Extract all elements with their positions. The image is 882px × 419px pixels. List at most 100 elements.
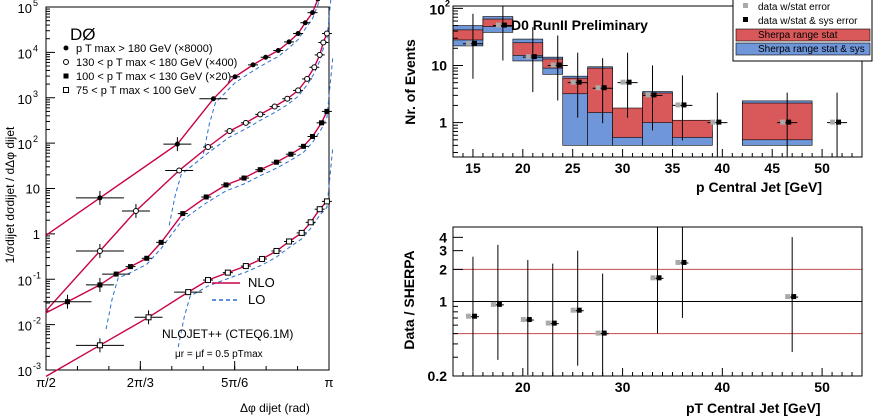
top-data-point-sys [836, 119, 842, 125]
bottom-x-tick-label: 50 [814, 379, 830, 395]
top-legend-marker [743, 17, 748, 22]
left-annotation-line-2: μr = μf = 0.5 pTmax [175, 349, 263, 360]
left-data-point [113, 271, 119, 277]
left-data-point [180, 211, 186, 217]
top-y-tick-label: 10 [429, 1, 445, 17]
top-data-point-stat [710, 119, 716, 125]
left-data-point [64, 299, 70, 305]
left-data-point [210, 96, 216, 102]
left-data-point [309, 10, 315, 16]
bottom-x-tick-label: 30 [615, 379, 631, 395]
bottom-x-axis-label: pT Central Jet [GeV] [686, 400, 821, 416]
left-chart-title: DØ [70, 25, 96, 44]
lo-curve [202, 0, 320, 154]
left-x-tick-label: π [325, 375, 334, 390]
top-data-point-stat [675, 102, 681, 108]
top-y-axis-label: Nr. of Events [402, 39, 418, 125]
sherpa-stat-band [672, 119, 713, 138]
sherpa-stat-band [741, 102, 813, 141]
bottom-y-tick-label: 1 [439, 294, 447, 310]
top-data-point-sys [471, 40, 477, 46]
left-y-tick-exponent: -2 [33, 316, 41, 326]
ratio-point-sys [471, 313, 477, 319]
left-y-tick-exponent: -3 [33, 361, 41, 371]
left-x-tick-label: π/2 [36, 375, 56, 390]
left-y-tick-label: 10 [18, 92, 32, 107]
bottom-x-tick-label: 20 [515, 379, 531, 395]
ratio-point-stat [465, 313, 471, 319]
ratio-point-stat [785, 294, 791, 300]
bottom-ticks: 20 30 40 50 43 2 1 0.2 [428, 229, 863, 395]
left-data-point [295, 87, 302, 94]
top-legend-swatch [735, 28, 871, 42]
left-data-point [275, 47, 281, 53]
top-data-point-stat [525, 54, 531, 60]
left-data-point [319, 120, 325, 126]
left-data-point [176, 167, 183, 174]
top-data-point-sys [556, 62, 562, 68]
top-x-tick-label: 40 [715, 160, 731, 176]
left-data-point [144, 255, 150, 261]
top-data-point-sys [531, 54, 537, 60]
top-legend-label: Sherpa range stat & sys [758, 44, 865, 55]
top-legend-label: data w/stat error [758, 2, 831, 13]
left-data-point [128, 264, 134, 270]
left-y-tick-label: 10 [26, 182, 40, 197]
top-data-point-stat [830, 119, 836, 125]
left-data-point [226, 128, 233, 135]
left-data-point [304, 75, 311, 82]
left-x-tick-label: 2π/3 [127, 375, 154, 390]
bottom-y-tick-label: 3 [439, 243, 447, 259]
left-data-point [257, 111, 264, 118]
ratio-point-sys [551, 320, 557, 326]
left-data-point [205, 277, 212, 284]
left-y-tick-label: 1 [33, 227, 40, 242]
left-y-tick-label: 10 [18, 273, 32, 288]
left-data-point [286, 39, 292, 45]
lo-curve [168, 0, 332, 226]
ratio-point-sys [526, 317, 532, 323]
bottom-x-tick-label: 40 [715, 379, 731, 395]
ratio-point-sys [681, 259, 687, 265]
lo-curve [105, 56, 334, 330]
top-data-point-stat [645, 92, 651, 98]
left-legend-marker [63, 45, 69, 51]
top-y-tick-label: 10 [431, 57, 447, 73]
top-legend-label: data w/stat & sys error [758, 16, 858, 27]
top-x-tick-label: 30 [615, 160, 631, 176]
left-data-points [43, 0, 332, 353]
top-sherpa-bands [452, 16, 813, 146]
left-data-point [315, 0, 321, 2]
left-data-point [96, 247, 103, 254]
left-data-point [307, 219, 314, 226]
left-y-tick-exponent: 3 [33, 89, 38, 99]
nlo-curve [45, 111, 328, 314]
top-y-tick-label: 1 [439, 115, 447, 131]
top-y-tick-exponent: 2 [445, 0, 450, 8]
sherpa-stat-band [642, 92, 673, 123]
left-x-axis-label: Δφ dijet (rad) [240, 401, 310, 415]
left-data-point [257, 167, 263, 173]
left-legend-label: 130 < p T max < 180 GeV (×400) [76, 57, 237, 69]
left-data-point [300, 143, 306, 149]
ratio-point-stat [595, 330, 601, 336]
nlo-curve [45, 33, 328, 312]
top-data-point-stat [780, 119, 786, 125]
sherpa-stat-band [587, 67, 613, 113]
left-data-point [309, 133, 315, 139]
left-data-point [273, 247, 280, 254]
left-data-point [324, 108, 330, 114]
left-data-point [241, 175, 247, 181]
top-data-point-sys [626, 79, 632, 85]
bottom-data-points [465, 227, 799, 376]
top-chart-title: D0 RunII Preliminary [511, 17, 648, 33]
ratio-point-stat [490, 301, 496, 307]
left-legend-label: p T max > 180 GeV (×8000) [76, 43, 213, 55]
left-y-axis-label: 1/σdijet dσdijet / dΔφ dijet [3, 126, 17, 263]
lo-curve [177, 146, 334, 348]
left-y-tick-exponent: 4 [33, 43, 38, 53]
left-data-point [259, 255, 266, 262]
top-data-point-sys [681, 102, 687, 108]
